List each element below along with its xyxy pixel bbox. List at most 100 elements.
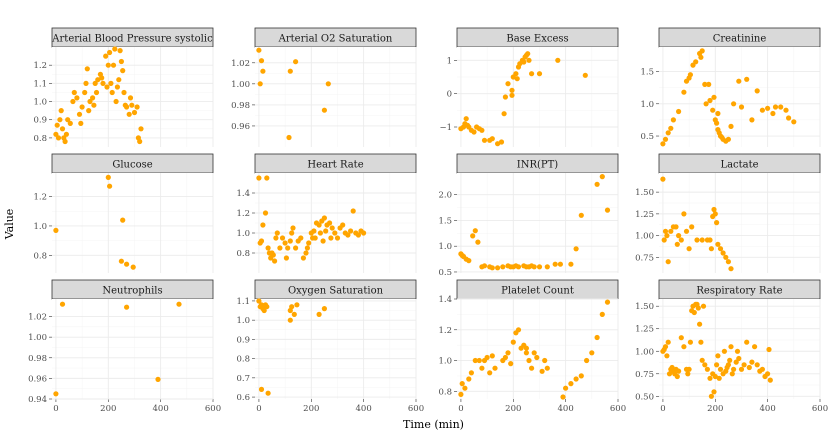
data-point [778, 104, 784, 110]
data-point [711, 94, 717, 100]
data-point [502, 354, 508, 361]
y-tick-label: −1 [439, 123, 452, 133]
data-point [741, 362, 747, 368]
y-tick-label: 1.0 [236, 229, 250, 239]
x-tick-label: 200 [707, 404, 723, 414]
y-tick-label: 1.4 [438, 295, 452, 305]
data-point [715, 353, 721, 359]
data-point [501, 111, 507, 117]
data-point [770, 110, 776, 117]
data-point [258, 386, 265, 392]
y-tick-label: 0.50 [635, 392, 654, 402]
data-point [481, 137, 488, 143]
data-point [676, 368, 682, 374]
data-point [264, 175, 270, 181]
data-point [130, 264, 136, 270]
data-point [471, 129, 477, 135]
data-point [332, 230, 338, 236]
strip-label-inr-pt: INR(PT) [517, 160, 559, 171]
data-point [495, 141, 501, 147]
data-point [289, 230, 295, 236]
points-platelet-count [458, 299, 611, 400]
data-point [260, 68, 266, 74]
data-point [361, 230, 367, 236]
data-point [54, 122, 60, 128]
data-point [555, 57, 561, 63]
data-point [660, 176, 666, 182]
data-point [714, 220, 720, 226]
data-point [76, 111, 83, 117]
data-point [138, 126, 144, 132]
data-point [116, 77, 122, 83]
data-point [58, 108, 64, 114]
data-point [662, 228, 669, 234]
data-point [573, 376, 579, 382]
data-point [286, 134, 292, 141]
data-point [734, 348, 741, 354]
data-point [744, 339, 750, 345]
y-tick-label: 0.94 [28, 395, 47, 405]
data-point [599, 174, 605, 180]
data-point [59, 301, 66, 307]
data-point [686, 246, 692, 252]
x-tick-label: 200 [505, 404, 521, 414]
strip-label-arterial-blood-pressure-systolic: Arterial Blood Pressure systolic [51, 34, 213, 45]
data-point [74, 95, 80, 101]
data-point [327, 220, 333, 226]
data-point [665, 339, 671, 345]
panel-inr-pt: INR(PT) 0.5 1.0 1.5 2.0 [438, 153, 619, 278]
data-point [265, 390, 271, 396]
data-point [724, 364, 730, 371]
data-point [355, 232, 361, 238]
data-point [120, 68, 126, 74]
data-point [573, 246, 579, 252]
x-tick-label: 200 [303, 404, 319, 414]
strip-label-neutrophils: Neutrophils [102, 286, 162, 297]
data-point [744, 76, 750, 82]
data-point [459, 381, 465, 387]
strip-label-arterial-o2-saturation: Arterial O2 Saturation [278, 34, 393, 45]
data-point [472, 357, 478, 364]
data-point [514, 76, 520, 82]
x-tick-label: 400 [153, 404, 169, 414]
data-point [298, 235, 304, 241]
data-point [706, 81, 712, 87]
data-point [594, 334, 600, 341]
data-point [772, 104, 779, 110]
data-point [291, 311, 297, 317]
data-point [100, 80, 106, 86]
y-tick-label: 1.0 [33, 98, 47, 108]
data-point [316, 311, 322, 317]
data-point [258, 58, 265, 64]
data-point [683, 228, 690, 234]
data-point [717, 366, 724, 372]
data-point [316, 222, 322, 228]
data-point [323, 228, 329, 234]
strip-label-oxygen-saturation: Oxygen Saturation [288, 286, 384, 297]
x-tick-label: 600 [610, 404, 626, 414]
data-point [676, 233, 682, 239]
data-point [105, 62, 111, 68]
data-point [699, 237, 705, 243]
data-point [681, 344, 687, 350]
data-point [746, 364, 752, 371]
x-tick-label: 400 [558, 404, 574, 414]
plot-area-respiratory-rate [659, 299, 820, 399]
data-point [759, 366, 766, 372]
data-point [348, 228, 354, 234]
panel-oxygen-saturation: Oxygen Saturation 0 200 400 600 0.6 0.7 0.8 0.9 1… [236, 279, 424, 414]
data-point [582, 72, 588, 78]
data-point [121, 89, 127, 96]
data-point [114, 84, 120, 90]
data-point [693, 59, 699, 65]
data-point [124, 261, 130, 267]
data-point [463, 116, 469, 122]
data-point [107, 183, 113, 189]
data-point [665, 259, 671, 265]
data-point [534, 354, 540, 361]
data-point [678, 335, 684, 341]
data-point [466, 258, 472, 264]
data-point [505, 350, 511, 356]
x-tick-label: 0 [256, 404, 261, 414]
y-tick-label: 0.98 [28, 354, 47, 364]
